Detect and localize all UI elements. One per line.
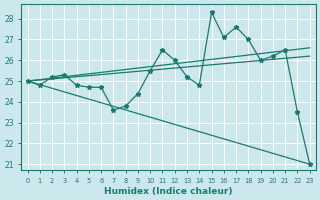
X-axis label: Humidex (Indice chaleur): Humidex (Indice chaleur) (104, 187, 233, 196)
